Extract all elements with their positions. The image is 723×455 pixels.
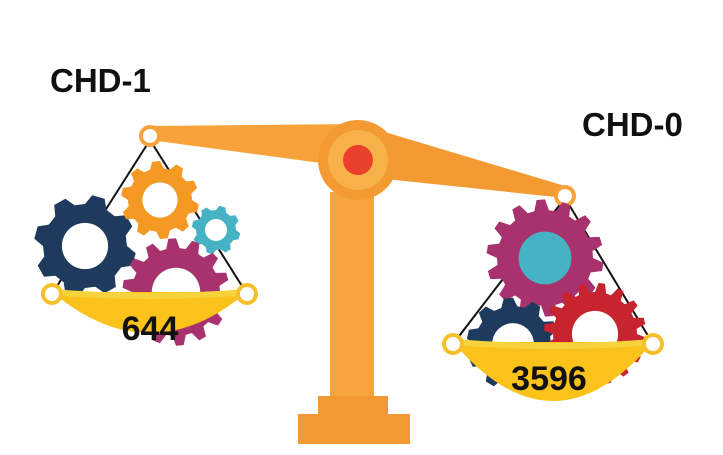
gear-icon [34,195,136,297]
right-count: 3596 [511,360,587,398]
scale-beam-right [358,124,565,198]
scale-beam [150,124,358,168]
scale-base [298,192,410,444]
gear-icon [121,161,199,239]
right-pan-label: CHD-0 [582,106,683,143]
left-pan-label: CHD-1 [50,62,151,99]
gear-icon [486,199,604,317]
gear-icon [191,205,241,255]
right-pan: 3596 [442,333,664,401]
scale-pivot [318,120,398,200]
left-pan: 644 [41,283,258,348]
left-count: 644 [122,310,179,348]
